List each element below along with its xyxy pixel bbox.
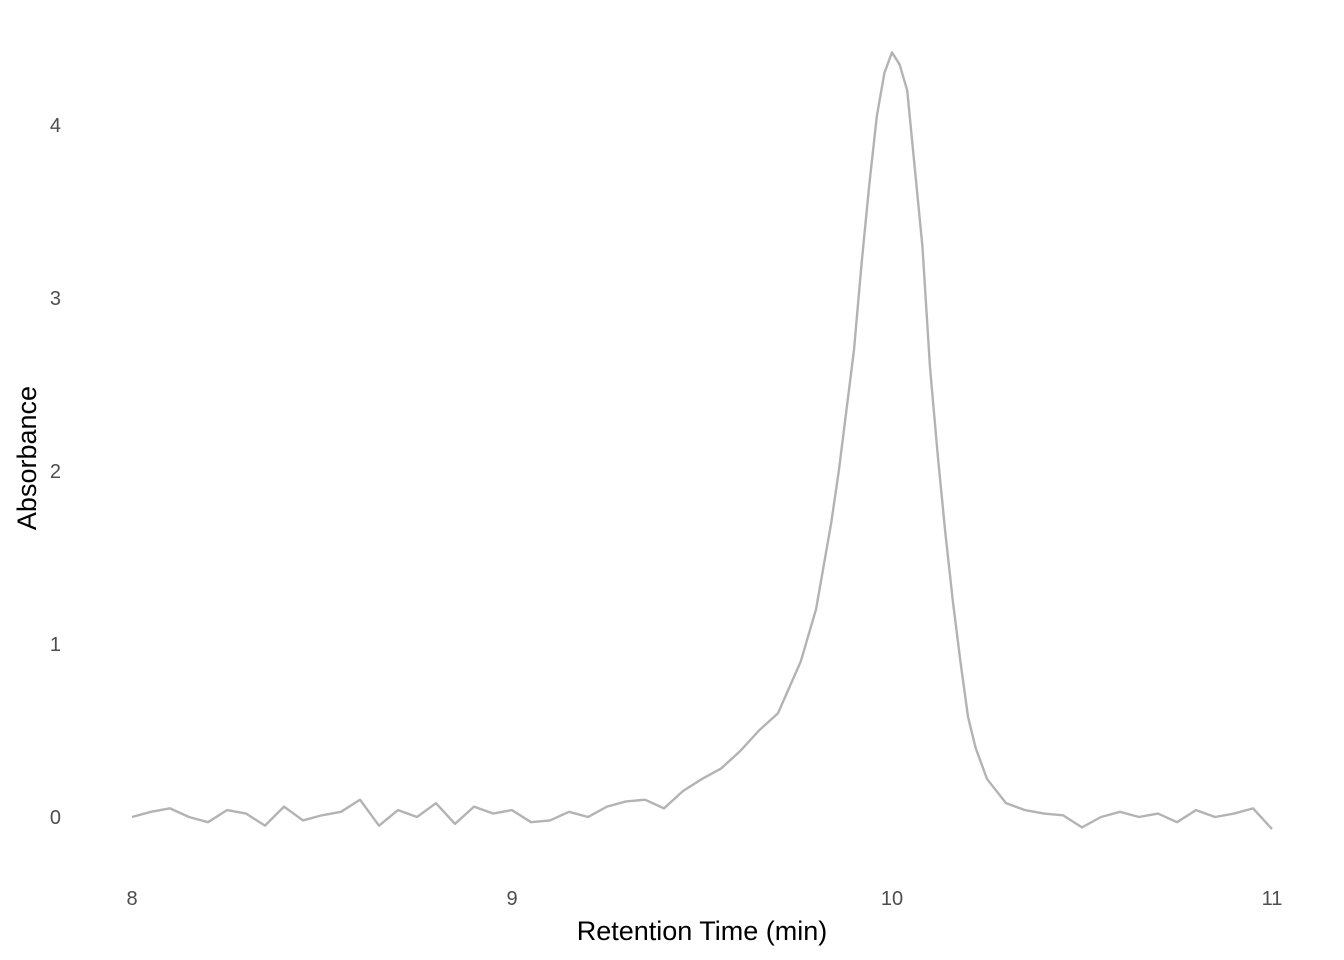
x-tick-label: 11	[1262, 888, 1283, 910]
y-tick-label: 3	[50, 288, 61, 310]
y-tick-label: 1	[50, 634, 61, 656]
x-tick-label: 8	[126, 888, 137, 910]
series-line-0	[131, 51, 1273, 830]
y-tick-label: 4	[50, 115, 61, 137]
x-axis-ticks: 8 9 10 11	[126, 888, 1282, 910]
x-tick-label: 9	[506, 888, 517, 910]
y-axis-title: Absorbance	[12, 386, 42, 530]
x-axis-title: Retention Time (min)	[577, 916, 828, 946]
y-tick-label: 0	[50, 807, 61, 829]
y-axis-ticks: 0 1 2 3 4	[50, 115, 61, 829]
x-tick-label: 10	[881, 888, 903, 910]
plot-area	[131, 51, 1273, 830]
y-tick-label: 2	[50, 461, 61, 483]
